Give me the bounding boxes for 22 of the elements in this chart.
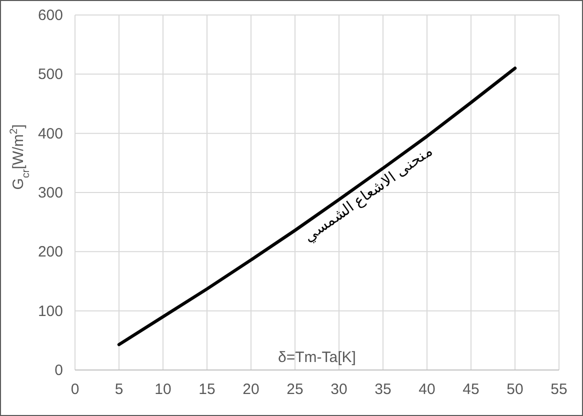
line-series <box>117 66 517 346</box>
y-tick-label: 500 <box>38 66 63 84</box>
x-tick-label: 45 <box>462 381 480 398</box>
y-tick-label: 300 <box>38 184 63 202</box>
y-tick-label: 0 <box>54 362 63 379</box>
text: منحنى الاشعاع الشمسي <box>300 142 436 246</box>
x-tick-label: 30 <box>330 381 348 398</box>
x-tick-label: 5 <box>114 381 124 398</box>
x-tick-label: 25 <box>286 381 304 398</box>
y-tick-label: 400 <box>38 125 63 142</box>
x-tick-label: 35 <box>374 381 392 398</box>
y-tick-label: 100 <box>38 302 63 320</box>
x-tick-label: 40 <box>418 381 436 398</box>
x-tick-label: 55 <box>550 381 568 398</box>
y-tick-label: 600 <box>38 7 63 24</box>
x-tick-label: 10 <box>154 381 172 398</box>
x-axis-title: δ=Tm-Ta[K] <box>278 349 356 366</box>
x-tick-label: 50 <box>506 381 524 398</box>
x-tick-label: 20 <box>242 381 260 398</box>
x-tick-label: 0 <box>70 381 80 398</box>
x-tick-label: 15 <box>198 381 216 398</box>
y-tick-label: 200 <box>38 244 63 261</box>
